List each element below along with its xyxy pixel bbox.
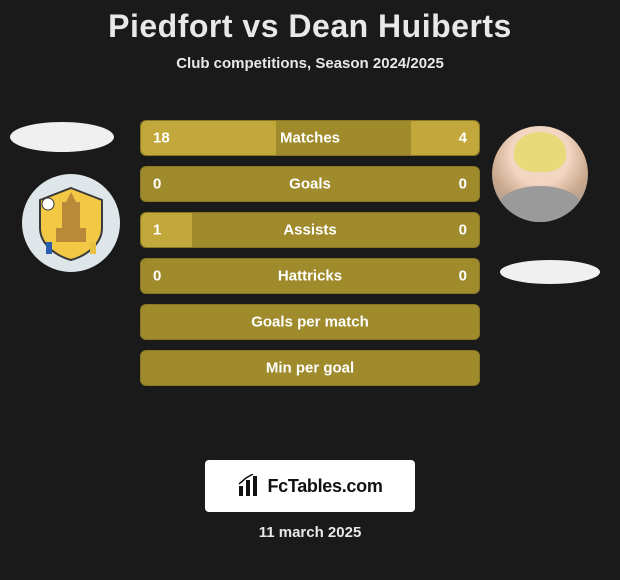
stat-rows: 18 Matches 4 0 Goals 0 1 Assists 0 0 Hattricks 0 Goa… [140,120,480,396]
value-left: 0 [153,268,161,285]
bar-right [411,121,479,155]
shield-icon [32,184,110,262]
value-right: 4 [459,130,467,147]
brand-label: FcTables.com [267,476,382,497]
bar-left [141,213,192,247]
date-label: 11 march 2025 [0,524,620,541]
stat-row: Min per goal [140,350,480,386]
bar-chart-icon [237,474,261,498]
stat-row: 0 Goals 0 [140,166,480,202]
stat-label: Min per goal [266,360,354,377]
subtitle: Club competitions, Season 2024/2025 [0,55,620,72]
stat-label: Goals per match [251,314,369,331]
stat-label: Matches [280,130,340,147]
value-left: 0 [153,176,161,193]
stat-row: 0 Hattricks 0 [140,258,480,294]
value-right: 0 [459,268,467,285]
value-left: 1 [153,222,161,239]
fctables-badge: FcTables.com [205,460,415,512]
page-title: Piedfort vs Dean Huiberts [0,0,620,45]
value-right: 0 [459,176,467,193]
player-left-placeholder [10,122,114,152]
value-left: 18 [153,130,170,147]
stat-label: Assists [283,222,336,239]
stat-row: 1 Assists 0 [140,212,480,248]
stat-label: Goals [289,176,331,193]
value-right: 0 [459,222,467,239]
club-badge-left [22,174,120,272]
stat-row: Goals per match [140,304,480,340]
stat-label: Hattricks [278,268,342,285]
player-right-photo [492,126,588,222]
player-right-placeholder [500,260,600,284]
stat-row: 18 Matches 4 [140,120,480,156]
